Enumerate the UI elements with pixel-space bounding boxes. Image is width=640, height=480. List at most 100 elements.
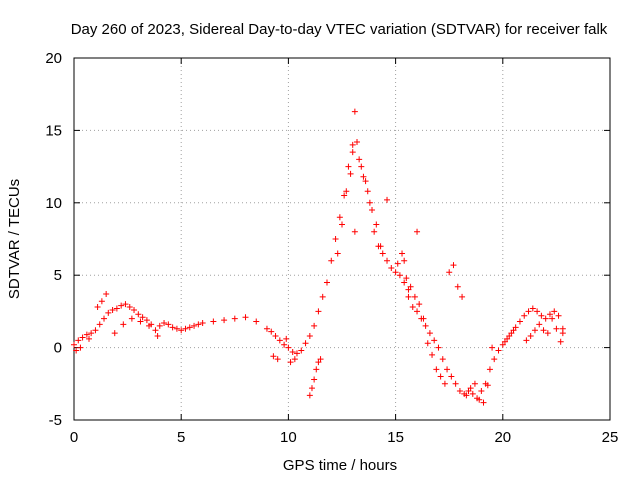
data-point bbox=[351, 228, 358, 235]
data-point bbox=[77, 344, 84, 351]
data-point bbox=[411, 293, 418, 300]
data-point bbox=[137, 318, 144, 325]
data-point bbox=[178, 327, 185, 334]
data-point bbox=[495, 347, 502, 354]
data-point bbox=[122, 301, 129, 308]
data-point bbox=[105, 309, 112, 316]
data-point bbox=[371, 228, 378, 235]
data-point bbox=[523, 337, 530, 344]
data-point bbox=[510, 327, 517, 334]
data-point bbox=[270, 353, 277, 360]
data-point bbox=[521, 312, 528, 319]
data-point bbox=[165, 321, 172, 328]
data-point bbox=[534, 308, 541, 315]
data-point bbox=[531, 327, 538, 334]
x-tick-label: 25 bbox=[602, 429, 619, 446]
data-point bbox=[439, 356, 446, 363]
data-point bbox=[414, 308, 421, 315]
data-point bbox=[516, 318, 523, 325]
data-point bbox=[169, 324, 176, 331]
data-point bbox=[199, 319, 206, 326]
data-point bbox=[540, 327, 547, 334]
data-point bbox=[349, 141, 356, 148]
data-point bbox=[349, 149, 356, 156]
data-point bbox=[306, 392, 313, 399]
data-point bbox=[538, 312, 545, 319]
data-point bbox=[118, 302, 125, 309]
data-point bbox=[135, 311, 142, 318]
x-tick-label: 0 bbox=[70, 429, 78, 446]
data-point bbox=[131, 306, 138, 313]
data-point bbox=[369, 207, 376, 214]
data-point bbox=[394, 260, 401, 267]
data-point bbox=[459, 293, 466, 300]
data-point bbox=[356, 156, 363, 163]
data-point bbox=[210, 318, 217, 325]
data-point bbox=[79, 334, 86, 341]
data-point bbox=[191, 322, 198, 329]
x-tick-label: 15 bbox=[387, 429, 404, 446]
data-point bbox=[401, 257, 408, 264]
data-point bbox=[388, 264, 395, 271]
data-point bbox=[152, 327, 159, 334]
data-point bbox=[98, 298, 105, 305]
data-point bbox=[527, 333, 534, 340]
data-point bbox=[83, 331, 90, 338]
y-tick-label: 20 bbox=[45, 50, 62, 67]
data-point bbox=[431, 337, 438, 344]
data-point bbox=[525, 308, 532, 315]
data-point bbox=[281, 341, 288, 348]
data-point bbox=[343, 188, 350, 195]
data-point bbox=[354, 138, 361, 145]
data-point bbox=[463, 392, 470, 399]
data-point bbox=[86, 335, 93, 342]
data-point bbox=[289, 348, 296, 355]
data-point bbox=[96, 321, 103, 328]
data-point bbox=[437, 373, 444, 380]
data-point bbox=[542, 315, 549, 322]
data-point bbox=[143, 317, 150, 324]
data-point bbox=[441, 380, 448, 387]
data-point bbox=[422, 322, 429, 329]
data-point bbox=[426, 330, 433, 337]
data-point bbox=[71, 341, 77, 348]
data-point bbox=[486, 366, 493, 373]
data-point bbox=[128, 315, 135, 322]
x-axis-label: GPS time / hours bbox=[283, 457, 397, 474]
data-point bbox=[92, 327, 99, 334]
y-tick-label: -5 bbox=[49, 412, 62, 429]
data-point bbox=[182, 325, 189, 332]
data-point bbox=[242, 314, 249, 321]
plot-frame bbox=[73, 57, 611, 421]
data-point bbox=[484, 382, 491, 389]
data-point bbox=[186, 324, 193, 331]
data-point bbox=[478, 388, 485, 395]
data-point bbox=[283, 335, 290, 342]
y-tick-label: 0 bbox=[54, 340, 62, 357]
data-point bbox=[101, 315, 108, 322]
data-point bbox=[347, 170, 354, 177]
data-point bbox=[291, 356, 298, 363]
data-point bbox=[409, 304, 416, 311]
data-point bbox=[323, 279, 330, 286]
data-point bbox=[253, 318, 260, 325]
data-point bbox=[557, 338, 564, 345]
data-point bbox=[454, 283, 461, 290]
data-point bbox=[553, 325, 560, 332]
data-point bbox=[103, 291, 110, 298]
data-point bbox=[399, 250, 406, 257]
data-point bbox=[362, 178, 369, 185]
data-point bbox=[392, 269, 399, 276]
data-point bbox=[75, 337, 82, 344]
data-point bbox=[491, 356, 498, 363]
data-point bbox=[195, 321, 202, 328]
data-point bbox=[551, 308, 558, 315]
data-point bbox=[471, 380, 478, 387]
data-point bbox=[113, 305, 120, 312]
data-point bbox=[544, 330, 551, 337]
data-point bbox=[111, 330, 118, 337]
data-point bbox=[221, 317, 228, 324]
data-point bbox=[364, 188, 371, 195]
data-point bbox=[506, 333, 513, 340]
